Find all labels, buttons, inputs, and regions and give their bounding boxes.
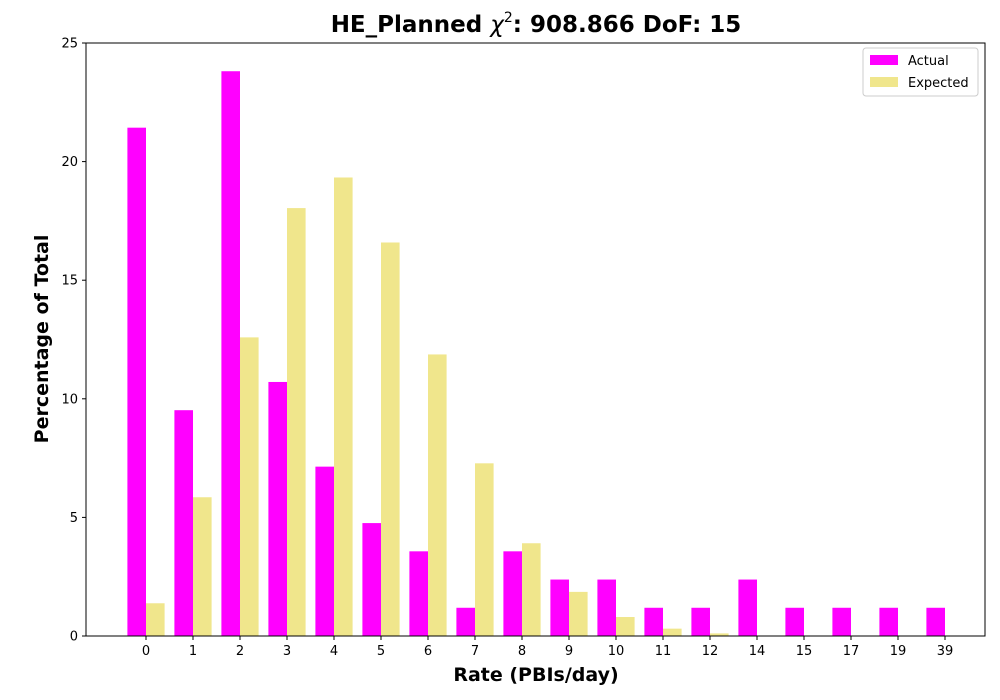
- legend: Actual Expected: [862, 47, 979, 97]
- x-tick-label-2: 2: [236, 644, 244, 659]
- bar-actual-17: [832, 607, 851, 636]
- bar-actual-15: [785, 607, 804, 636]
- x-tick-label-9: 9: [565, 644, 573, 659]
- bar-actual-19: [879, 607, 898, 636]
- x-tick-label-14: 14: [749, 644, 766, 659]
- chart-title: HE_Planned χ2: 908.866 DoF: 15: [331, 10, 742, 38]
- bar-actual-39: [926, 607, 945, 636]
- y-tick-label-25: 25: [61, 37, 78, 52]
- chart-title-suffix: : 908.866 DoF: 15: [513, 12, 742, 38]
- y-tick-label-5: 5: [70, 511, 78, 526]
- bar-actual-0: [127, 127, 146, 637]
- bar-expected-2: [240, 337, 259, 636]
- bar-expected-1: [193, 497, 212, 636]
- bars-group: [127, 71, 945, 637]
- bar-actual-8: [503, 551, 522, 636]
- x-tick-label-19: 19: [890, 644, 907, 659]
- x-tick-label-39: 39: [937, 644, 954, 659]
- bar-actual-4: [315, 466, 334, 636]
- bar-expected-8: [522, 543, 541, 636]
- chart-title-prefix: HE_Planned: [331, 12, 491, 38]
- bar-expected-6: [428, 354, 447, 636]
- x-tick-label-12: 12: [702, 644, 719, 659]
- legend-label-expected: Expected: [908, 76, 969, 91]
- bar-expected-9: [569, 591, 588, 636]
- bar-expected-10: [616, 617, 635, 636]
- bar-actual-3: [268, 381, 287, 636]
- bar-expected-5: [381, 242, 400, 637]
- bar-actual-5: [362, 523, 381, 636]
- y-tick-label-15: 15: [61, 274, 78, 289]
- bar-actual-1: [174, 410, 193, 636]
- x-tick-label-4: 4: [330, 644, 338, 659]
- y-tick-label-10: 10: [61, 392, 78, 407]
- y-axis-label: Percentage of Total: [31, 235, 53, 444]
- bar-expected-12: [710, 633, 729, 636]
- legend-swatch-actual: [870, 55, 898, 65]
- bar-expected-4: [334, 177, 353, 637]
- x-tick-label-11: 11: [655, 644, 672, 659]
- bar-expected-7: [475, 463, 494, 636]
- bar-actual-11: [644, 607, 663, 636]
- plot-frame: [85, 42, 986, 637]
- bar-actual-7: [456, 607, 475, 636]
- bar-expected-3: [287, 208, 306, 636]
- x-tick-label-8: 8: [518, 644, 526, 659]
- bar-actual-10: [597, 579, 616, 636]
- bar-actual-2: [221, 71, 240, 637]
- x-tick-label-6: 6: [424, 644, 432, 659]
- y-tick-label-20: 20: [61, 155, 78, 170]
- x-axis: 0 1 2 3 4 5 6 7 8 9 10 11 12 14 15 17 19 39: [142, 636, 953, 659]
- x-tick-label-3: 3: [283, 644, 291, 659]
- legend-label-actual: Actual: [908, 54, 949, 69]
- bar-actual-9: [550, 579, 569, 636]
- chart-title-symbol: χ: [488, 12, 505, 38]
- bar-actual-14: [738, 579, 757, 636]
- legend-swatch-expected: [870, 77, 898, 87]
- bar-actual-6: [409, 551, 428, 636]
- x-tick-label-7: 7: [471, 644, 479, 659]
- x-tick-label-15: 15: [796, 644, 813, 659]
- x-axis-label: Rate (PBIs/day): [453, 664, 618, 686]
- y-tick-label-0: 0: [70, 630, 78, 645]
- x-tick-label-5: 5: [377, 644, 385, 659]
- x-tick-label-0: 0: [142, 644, 150, 659]
- bar-expected-0: [146, 603, 165, 636]
- bar-actual-12: [691, 607, 710, 636]
- y-axis: 0 5 10 15 20 25: [61, 37, 86, 645]
- x-tick-label-1: 1: [189, 644, 197, 659]
- x-tick-label-17: 17: [843, 644, 860, 659]
- x-tick-label-10: 10: [608, 644, 625, 659]
- chart-title-superscript: 2: [504, 10, 513, 26]
- bar-expected-11: [663, 628, 682, 636]
